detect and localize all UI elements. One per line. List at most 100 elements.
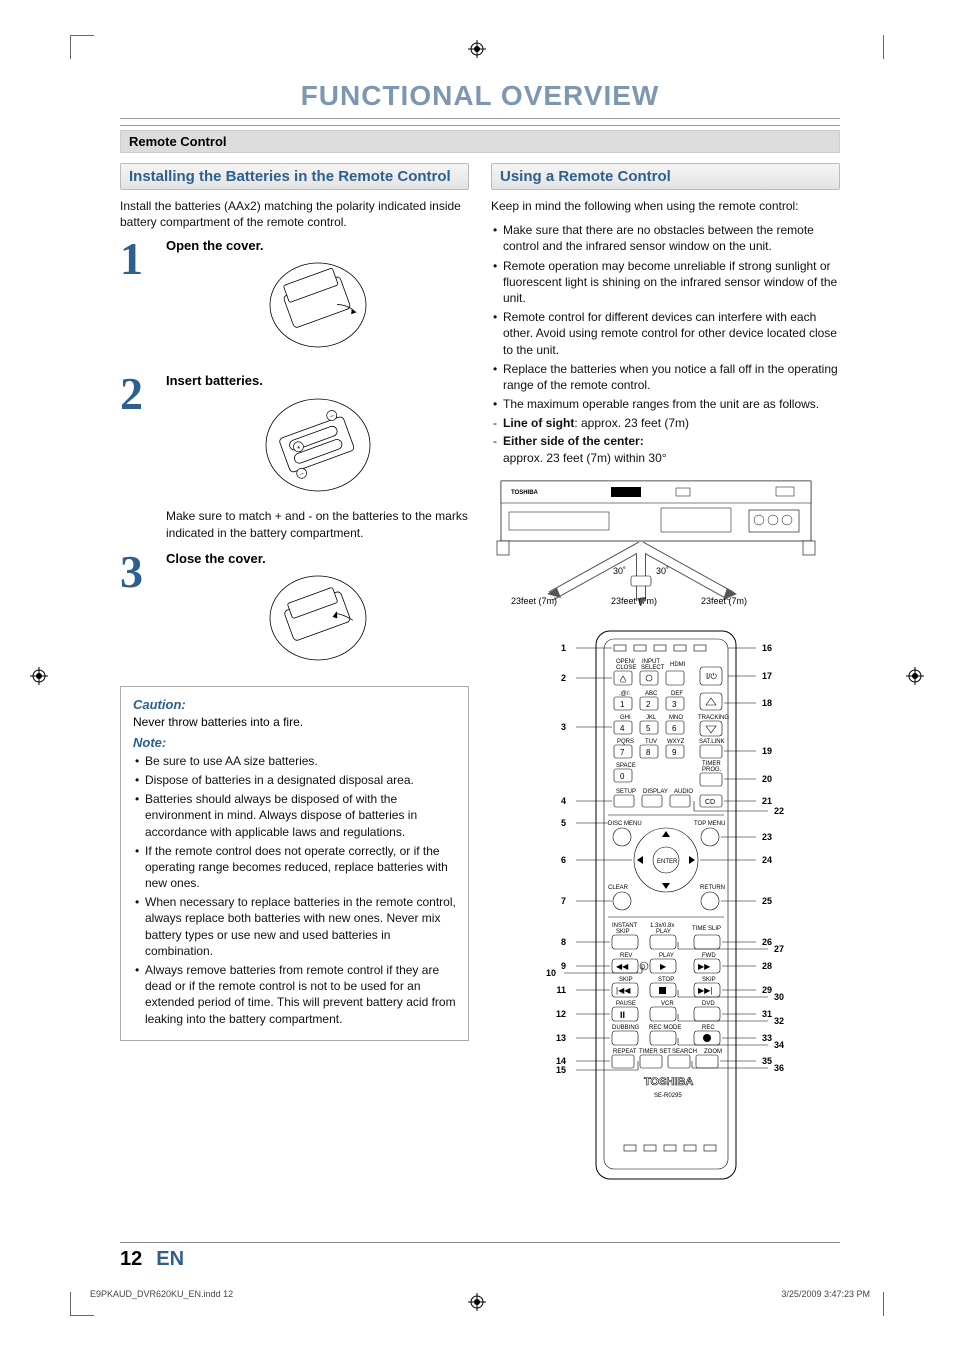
- bullet-item: The maximum operable ranges from the uni…: [491, 396, 840, 412]
- svg-text:HDMI: HDMI: [670, 662, 686, 668]
- svg-text:0: 0: [620, 772, 625, 781]
- svg-text:PAUSE: PAUSE: [616, 1001, 636, 1007]
- svg-text:24: 24: [762, 855, 772, 865]
- insert-batteries-figure: − + −: [166, 392, 469, 502]
- step-3: 3 Close the cover.: [120, 551, 469, 676]
- left-heading: Installing the Batteries in the Remote C…: [120, 163, 469, 190]
- svg-text:▶▶|: ▶▶|: [698, 986, 712, 995]
- note-item: Always remove batteries from remote cont…: [133, 962, 456, 1027]
- content-area: FUNCTIONAL OVERVIEW Remote Control Insta…: [120, 80, 840, 1185]
- svg-text:25: 25: [762, 896, 772, 906]
- svg-text:18: 18: [762, 698, 772, 708]
- dist-left-label: 23feet (7m): [511, 596, 557, 606]
- section-bar: Remote Control: [120, 130, 840, 153]
- svg-text:SELECT: SELECT: [641, 665, 665, 671]
- right-column: Using a Remote Control Keep in mind the …: [491, 163, 840, 1185]
- angle-right-label: 30˚: [656, 566, 669, 576]
- side-label: Either side of the center:: [503, 434, 644, 448]
- svg-text:31: 31: [762, 1009, 772, 1019]
- svg-text:1: 1: [620, 700, 625, 709]
- registration-mark-icon: [468, 40, 486, 58]
- svg-text:9: 9: [672, 748, 677, 757]
- svg-text:CD: CD: [705, 799, 715, 806]
- svg-text:PLAY: PLAY: [659, 953, 674, 959]
- side-value: approx. 23 feet (7m) within 30°: [503, 451, 667, 465]
- bullet-item: Remote control for different devices can…: [491, 309, 840, 358]
- remote-figure: OPEN/CLOSE INPUTSELECT HDMI I/⏻ .@/: ABC…: [491, 625, 840, 1185]
- svg-text:35: 35: [762, 1056, 772, 1066]
- note-item: If the remote control does not operate c…: [133, 843, 456, 892]
- title-rule: [120, 118, 840, 126]
- caution-box: Caution: Never throw batteries into a fi…: [120, 686, 469, 1041]
- crop-mark-icon: [70, 35, 94, 59]
- svg-text:3: 3: [560, 722, 565, 732]
- page-language: EN: [156, 1248, 184, 1271]
- svg-text:PQRS: PQRS: [617, 739, 634, 745]
- svg-text:11: 11: [556, 985, 566, 995]
- left-intro: Install the batteries (AAx2) matching th…: [120, 198, 469, 230]
- crop-mark-icon: [860, 35, 884, 59]
- page-number: 12: [120, 1248, 142, 1271]
- svg-text:8: 8: [560, 937, 565, 947]
- svg-text:REV: REV: [620, 953, 632, 959]
- los-value: : approx. 23 feet (7m): [574, 416, 689, 430]
- angle-left-label: 30˚: [613, 566, 626, 576]
- svg-text:SE-R0295: SE-R0295: [654, 1093, 682, 1099]
- svg-text:32: 32: [774, 1016, 784, 1026]
- svg-text:5: 5: [646, 724, 651, 733]
- note-list: Be sure to use AA size batteries. Dispos…: [133, 753, 456, 1027]
- page: FUNCTIONAL OVERVIEW Remote Control Insta…: [0, 0, 954, 1351]
- registration-mark-icon: [30, 667, 48, 685]
- los-label: Line of sight: [503, 416, 574, 430]
- open-cover-figure: [166, 257, 469, 357]
- svg-text:WXYZ: WXYZ: [667, 739, 685, 745]
- svg-text:22: 22: [774, 806, 784, 816]
- svg-text:2: 2: [646, 700, 651, 709]
- caution-heading: Caution:: [133, 697, 456, 712]
- svg-text:REPEAT: REPEAT: [613, 1049, 637, 1055]
- step-number: 3: [120, 551, 154, 676]
- svg-text:DVD: DVD: [702, 1001, 715, 1007]
- svg-text:SKIP: SKIP: [702, 977, 716, 983]
- svg-text:20: 20: [762, 774, 772, 784]
- svg-text:PLAY: PLAY: [656, 929, 671, 935]
- step-number: 1: [120, 238, 154, 363]
- svg-text:DISC MENU: DISC MENU: [608, 821, 642, 827]
- svg-text:2: 2: [560, 673, 565, 683]
- svg-text:DUBBING: DUBBING: [612, 1025, 640, 1031]
- svg-text:CLOSE: CLOSE: [616, 665, 636, 671]
- svg-text:34: 34: [774, 1040, 784, 1050]
- step-title: Close the cover.: [166, 551, 469, 566]
- right-intro: Keep in mind the following when using th…: [491, 198, 840, 214]
- range-line: Either side of the center: approx. 23 fee…: [491, 433, 840, 465]
- svg-text:SKIP: SKIP: [619, 977, 633, 983]
- page-footer: 12 EN: [120, 1248, 840, 1271]
- right-heading: Using a Remote Control: [491, 163, 840, 190]
- svg-text:29: 29: [762, 985, 772, 995]
- bullet-item: Remote operation may become unreliable i…: [491, 258, 840, 307]
- svg-text:ZOOM: ZOOM: [704, 1049, 722, 1055]
- svg-text:7: 7: [560, 896, 565, 906]
- svg-text:8: 8: [646, 748, 651, 757]
- svg-text:7: 7: [620, 748, 625, 757]
- note-heading: Note:: [133, 735, 456, 750]
- svg-text:SPACE: SPACE: [616, 763, 636, 769]
- caution-text: Never throw batteries into a fire.: [133, 715, 456, 729]
- svg-text:◀◀: ◀◀: [616, 962, 629, 971]
- svg-text:TRACKING: TRACKING: [698, 715, 729, 721]
- range-list: Line of sight: approx. 23 feet (7m) Eith…: [491, 415, 840, 466]
- svg-text:28: 28: [762, 961, 772, 971]
- svg-text:PROG.: PROG.: [702, 767, 722, 773]
- step-number: 2: [120, 373, 154, 540]
- footer-rule: [120, 1242, 840, 1243]
- bullet-item: Replace the batteries when you notice a …: [491, 361, 840, 393]
- svg-text:TIME SLIP: TIME SLIP: [692, 926, 721, 932]
- svg-text:REC: REC: [702, 1025, 715, 1031]
- svg-text:CLEAR: CLEAR: [608, 885, 629, 891]
- svg-text:27: 27: [774, 944, 784, 954]
- svg-text:SETUP: SETUP: [616, 789, 636, 795]
- step-title: Insert batteries.: [166, 373, 469, 388]
- svg-text:REC MODE: REC MODE: [649, 1025, 681, 1031]
- svg-text:JKL: JKL: [646, 715, 657, 721]
- svg-text:ABC: ABC: [645, 691, 658, 697]
